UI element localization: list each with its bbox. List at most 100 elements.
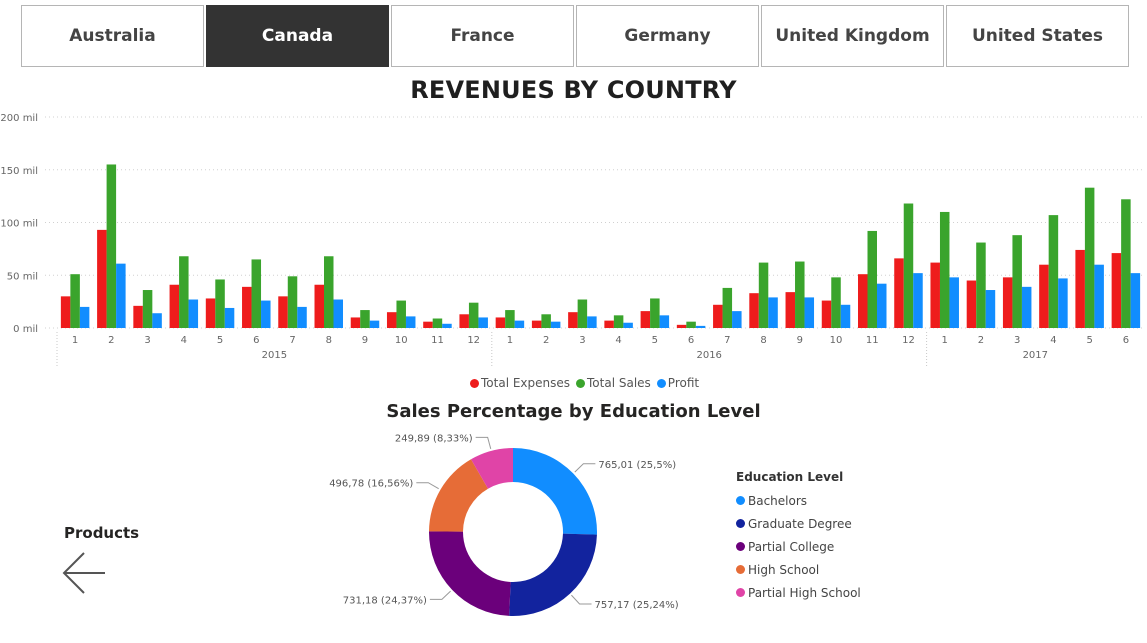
bar bbox=[768, 297, 778, 328]
bar bbox=[695, 325, 706, 328]
bar bbox=[495, 317, 506, 328]
donut-slice bbox=[471, 448, 513, 489]
legend-item-sales: Total Sales bbox=[576, 376, 651, 390]
x-tick-label: 4 bbox=[181, 335, 187, 346]
donut-slice bbox=[509, 533, 597, 616]
bar bbox=[1002, 277, 1013, 328]
x-tick-label: 8 bbox=[760, 335, 766, 346]
bar bbox=[188, 299, 199, 328]
bar bbox=[205, 298, 216, 328]
bar bbox=[405, 316, 416, 328]
bar bbox=[623, 322, 633, 328]
country-tabs: Australia Canada France Germany United K… bbox=[21, 5, 1131, 67]
bar bbox=[60, 296, 71, 328]
bar bbox=[179, 256, 189, 328]
tab-canada[interactable]: Canada bbox=[206, 5, 389, 67]
y-tick-label: 150 mil bbox=[0, 166, 38, 177]
bar bbox=[640, 311, 651, 328]
legend-label-profit: Profit bbox=[667, 376, 700, 390]
x-tick-label: 1 bbox=[942, 335, 948, 346]
bar bbox=[840, 304, 851, 328]
bar bbox=[1111, 253, 1122, 328]
bar bbox=[966, 280, 977, 328]
bar bbox=[531, 320, 542, 328]
bar bbox=[1012, 235, 1022, 328]
bar bbox=[350, 317, 361, 328]
x-tick-label: 6 bbox=[1123, 335, 1129, 346]
x-tick-label: 6 bbox=[688, 335, 694, 346]
data-label: 765,01 (25,5%) bbox=[598, 460, 676, 471]
legend-item-bachelors: Bachelors bbox=[736, 489, 861, 512]
data-label: 757,17 (25,24%) bbox=[595, 600, 679, 611]
bar bbox=[804, 297, 815, 328]
bar bbox=[831, 277, 841, 328]
bar bbox=[930, 262, 940, 328]
x-tick-label: 8 bbox=[326, 335, 332, 346]
bar bbox=[242, 286, 252, 328]
bar bbox=[423, 321, 433, 328]
bar bbox=[116, 263, 126, 328]
y-tick-label: 50 mil bbox=[7, 271, 38, 282]
bar bbox=[369, 320, 380, 328]
donut-slice bbox=[429, 531, 511, 616]
bar bbox=[133, 305, 143, 328]
bar bbox=[913, 273, 923, 328]
bar bbox=[1094, 264, 1104, 328]
products-nav-label: Products bbox=[64, 524, 140, 542]
x-tick-label: 3 bbox=[144, 335, 150, 346]
bar bbox=[333, 299, 343, 328]
bar bbox=[577, 299, 588, 328]
tab-france[interactable]: France bbox=[391, 5, 574, 67]
x-tick-label: 5 bbox=[217, 335, 223, 346]
x-tick-label: 5 bbox=[652, 335, 658, 346]
donut-slice bbox=[513, 448, 597, 535]
y-tick-label: 200 mil bbox=[0, 113, 38, 124]
education-chart-title: Sales Percentage by Education Level bbox=[386, 401, 761, 422]
leader-line bbox=[574, 463, 596, 473]
bar bbox=[224, 307, 235, 328]
tab-united-kingdom[interactable]: United Kingdom bbox=[761, 5, 944, 67]
x-tick-label: 7 bbox=[724, 335, 730, 346]
x-tick-label: 3 bbox=[579, 335, 585, 346]
bar bbox=[514, 320, 525, 328]
bar bbox=[1130, 273, 1141, 328]
partial-high-school-dot-icon bbox=[736, 588, 745, 597]
tab-australia[interactable]: Australia bbox=[21, 5, 204, 67]
bar bbox=[749, 293, 759, 328]
bar bbox=[79, 306, 90, 328]
bar bbox=[1039, 264, 1049, 328]
data-label: 249,89 (8,33%) bbox=[395, 433, 473, 444]
bar bbox=[976, 242, 986, 328]
back-arrow-icon[interactable] bbox=[60, 550, 110, 598]
x-tick-label: 2 bbox=[978, 335, 984, 346]
bar bbox=[659, 315, 670, 328]
year-label: 2017 bbox=[1023, 350, 1048, 361]
education-legend: Education Level Bachelors Graduate Degre… bbox=[736, 470, 861, 604]
bar bbox=[650, 298, 660, 328]
legend-item-graduate-degree: Graduate Degree bbox=[736, 512, 861, 535]
bar bbox=[432, 318, 443, 328]
bar bbox=[97, 229, 107, 328]
tab-germany[interactable]: Germany bbox=[576, 5, 759, 67]
x-tick-label: 4 bbox=[1050, 335, 1056, 346]
bachelors-dot-icon bbox=[736, 496, 745, 505]
x-tick-label: 2 bbox=[543, 335, 549, 346]
y-tick-label: 0 mil bbox=[13, 324, 38, 335]
high-school-dot-icon bbox=[736, 565, 745, 574]
x-tick-label: 1 bbox=[72, 335, 78, 346]
bar bbox=[587, 316, 597, 328]
tab-united-states[interactable]: United States bbox=[946, 5, 1129, 67]
legend-item-partial-college: Partial College bbox=[736, 535, 861, 558]
bar bbox=[287, 276, 298, 328]
x-tick-label: 10 bbox=[395, 335, 408, 346]
year-label: 2015 bbox=[262, 350, 287, 361]
partial-college-dot-icon bbox=[736, 542, 745, 551]
bar bbox=[1084, 187, 1095, 328]
bar bbox=[360, 310, 370, 328]
leader-line bbox=[416, 482, 439, 490]
legend-item-partial-high-school: Partial High School bbox=[736, 581, 861, 604]
bar bbox=[722, 287, 733, 328]
x-tick-label: 4 bbox=[615, 335, 621, 346]
bar bbox=[1021, 286, 1032, 328]
x-tick-label: 3 bbox=[1014, 335, 1020, 346]
